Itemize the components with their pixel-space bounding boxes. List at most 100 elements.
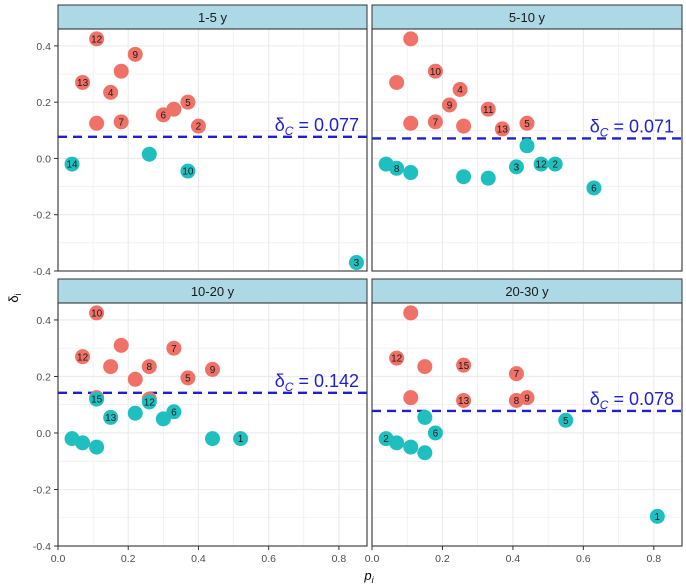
point-label: 8 [147,362,153,373]
data-point-below [417,445,433,461]
x-tick-label: 0.4 [191,553,206,565]
point-label: 14 [66,160,78,171]
data-point-above [180,370,196,386]
point-label: 1 [238,434,244,445]
data-point-below [533,156,549,172]
y-tick-label: -0.4 [33,541,51,553]
point-label: 13 [105,413,117,424]
data-point-above [403,115,419,131]
point-label: 5 [524,119,530,130]
data-point-above [508,366,524,382]
data-point-below [180,163,196,179]
data-point-above [166,101,182,117]
point-label: 3 [354,258,360,269]
point-label: 8 [514,396,520,407]
point-label: 12 [77,352,89,363]
data-point-above [519,390,535,406]
point-label: 10 [182,167,194,178]
point-label: 7 [514,369,520,380]
data-point-above [403,31,419,47]
data-point-above [494,121,510,137]
data-point-above [180,94,196,110]
y-tick-label: 0.0 [36,153,51,165]
point-label: 8 [394,164,400,175]
panel-border [57,28,368,272]
y-tick-label: -0.4 [33,266,51,278]
panel-background [58,303,367,546]
data-point-above [442,97,457,113]
data-point-below [127,405,143,421]
y-tick-label: -0.2 [33,484,51,496]
point-label: 12 [144,397,156,408]
panel-strip-label: 20-30 y [505,284,549,299]
data-point-below [141,394,157,410]
point-label: 12 [536,160,548,171]
data-point-above [389,350,405,366]
data-point-above [403,390,419,406]
point-label: 2 [552,160,558,171]
x-tick-label: 0.0 [365,553,380,565]
point-label: 9 [132,50,138,61]
panel-border [371,28,683,272]
panel-background [372,303,682,546]
data-point-above [103,84,119,100]
data-point-above [452,82,468,97]
point-label: 5 [185,98,191,109]
threshold-label: δC = 0.071 [590,116,674,139]
data-point-above [456,357,472,373]
point-label: 7 [118,117,124,128]
x-tick-label: 0.8 [647,553,662,565]
panel-strip-label: 1-5 y [198,10,227,25]
data-point-below [480,170,496,186]
panel-strip [371,4,683,30]
data-point-above [480,101,496,117]
data-point-below [141,146,157,162]
data-point-above [113,114,129,130]
point-label: 15 [91,395,103,406]
data-point-above [127,46,143,62]
panels: 1-5 yδC = 0.077129134765214103-0.4-0.20.… [33,4,683,565]
point-label: 2 [196,122,202,133]
y-axis-label: δi [6,293,23,302]
point-label: 13 [497,124,509,135]
data-point-below [586,180,602,196]
data-point-above [113,337,129,353]
point-label: 9 [447,101,453,112]
x-tick-label: 0.6 [576,553,591,565]
point-label: 4 [457,85,463,96]
point-label: 7 [433,117,439,128]
point-label: 13 [458,396,470,407]
data-point-above [519,115,535,131]
data-point-below [403,165,419,181]
data-point-below [89,391,105,407]
data-point-above [89,305,105,321]
data-point-below [403,439,419,455]
data-point-below [348,255,364,271]
panel-border [57,302,368,547]
panel-strip [57,4,368,30]
data-point-below [64,156,80,172]
data-point-above [190,118,206,134]
data-point-below [89,439,105,455]
data-point-above [89,31,105,47]
data-point-above [427,63,443,79]
y-tick-label: 0.4 [36,315,51,327]
point-label: 13 [77,78,89,89]
x-tick-label: 0.8 [332,553,347,565]
x-tick-label: 0.2 [121,553,136,565]
point-label: 7 [171,344,177,355]
data-point-below [389,435,405,451]
x-tick-label: 0.4 [506,553,521,565]
point-label: 10 [91,308,103,319]
y-tick-label: 0.2 [36,371,51,383]
point-label: 12 [91,34,103,45]
y-tick-label: 0.2 [36,97,51,109]
data-point-below [389,160,405,176]
point-label: 11 [483,105,494,116]
point-label: 2 [383,434,389,445]
panel-background [58,29,367,271]
data-point-below [155,411,171,427]
panel-border [371,302,683,547]
panel-4: 20-30 y δC = 0.078 12 15 7 13 8 9 6 2 5 1 0.0 0.2 0.4 0… [365,278,683,565]
